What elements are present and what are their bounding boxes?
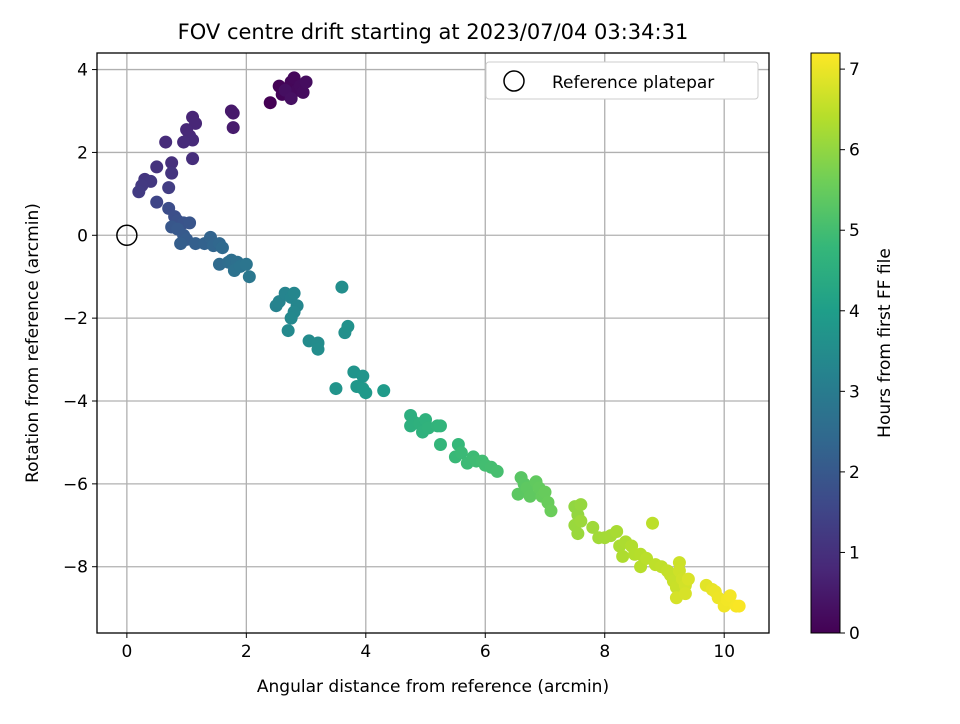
data-point (311, 342, 325, 356)
legend-box (485, 61, 759, 100)
data-point (433, 419, 447, 433)
data-point (329, 382, 343, 396)
data-point (454, 446, 468, 460)
data-point (186, 152, 200, 166)
data-point (226, 121, 240, 135)
chart-title: FOV centre drift starting at 2023/07/04 … (178, 20, 689, 44)
data-point (538, 485, 552, 499)
data-point (281, 324, 295, 338)
reference-marker (116, 224, 138, 247)
colorbar-tick-label: 5 (849, 221, 860, 241)
data-points (132, 71, 746, 613)
data-point (335, 280, 349, 294)
data-point (299, 75, 313, 89)
data-point (263, 96, 277, 110)
data-point (544, 504, 558, 518)
x-tick-label: 0 (121, 642, 132, 662)
data-point (242, 270, 256, 284)
data-point (162, 181, 176, 195)
colorbar-tick-label: 7 (849, 60, 860, 80)
y-tick-label: −6 (63, 475, 88, 495)
x-axis-label: Angular distance from reference (arcmin) (257, 677, 609, 697)
data-point (284, 311, 298, 325)
x-tick-label: 4 (360, 642, 371, 662)
colorbar-tick-label: 0 (849, 624, 860, 644)
data-point (159, 135, 173, 149)
data-point (616, 549, 630, 563)
reference-platepar-marker (116, 224, 138, 247)
data-point (356, 369, 370, 383)
data-point (226, 106, 240, 120)
colorbar-tick-label: 3 (849, 382, 860, 402)
y-tick-label: 4 (77, 61, 88, 81)
legend-marker (503, 70, 525, 92)
data-point (732, 599, 746, 613)
data-point (571, 527, 585, 541)
data-point (523, 489, 537, 503)
data-point (681, 572, 695, 586)
data-point (574, 498, 588, 512)
data-point (150, 160, 164, 174)
colorbar: 0 1 2 3 4 5 6 7 Hours from first FF file (810, 52, 895, 644)
data-point (165, 156, 179, 170)
colorbar-tick-label: 6 (849, 141, 860, 161)
x-axis-ticks: 0 2 4 6 8 10 (121, 633, 735, 662)
plot-frame (96, 52, 770, 634)
data-point (165, 166, 179, 180)
data-point (296, 85, 310, 99)
data-point (646, 516, 660, 530)
y-tick-label: −8 (63, 558, 88, 578)
data-point (574, 514, 588, 528)
y-tick-label: −4 (63, 392, 88, 412)
data-point (341, 319, 355, 333)
colorbar-tick-label: 4 (849, 302, 860, 322)
x-tick-label: 6 (480, 642, 491, 662)
data-point (490, 464, 504, 478)
y-axis-label: Rotation from reference (arcmin) (23, 203, 43, 483)
colorbar-ticks: 0 1 2 3 4 5 6 7 (840, 60, 860, 644)
colorbar-tick-label: 2 (849, 463, 860, 483)
x-tick-label: 8 (599, 642, 610, 662)
legend: Reference platepar (485, 61, 759, 100)
data-point (189, 237, 203, 251)
data-point (284, 92, 298, 106)
data-point (150, 195, 164, 209)
data-point (174, 237, 188, 251)
data-point (359, 386, 373, 400)
y-tick-label: 0 (77, 226, 88, 246)
data-point (177, 135, 191, 149)
data-point (239, 257, 253, 271)
legend-entry-label: Reference platepar (552, 73, 714, 93)
y-axis-ticks: −8 −6 −4 −2 0 2 4 (63, 61, 97, 578)
colorbar-label: Hours from first FF file (875, 248, 895, 438)
data-point (433, 438, 447, 451)
data-point (678, 587, 692, 601)
colorbar-gradient (810, 52, 841, 634)
data-point (215, 241, 229, 255)
x-tick-label: 2 (241, 642, 252, 662)
data-point (586, 520, 600, 534)
data-point (723, 589, 737, 603)
y-tick-label: 2 (77, 143, 88, 163)
data-point (287, 286, 301, 300)
colorbar-tick-label: 1 (849, 543, 860, 563)
data-point (377, 384, 391, 398)
data-point (132, 185, 146, 199)
data-point (183, 216, 197, 230)
data-point (610, 525, 624, 538)
y-tick-label: −2 (63, 309, 88, 329)
x-tick-label: 10 (713, 642, 735, 662)
